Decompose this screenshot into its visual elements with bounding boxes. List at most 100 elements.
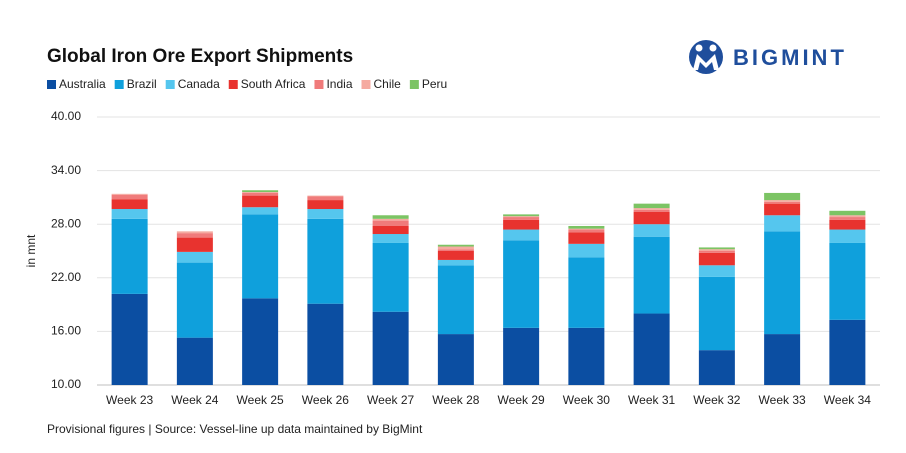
y-tick-label: 10.00 <box>51 377 81 391</box>
bar-segment <box>111 293 148 385</box>
chart-title: Global Iron Ore Export Shipments <box>47 46 353 67</box>
bar-segment <box>568 232 605 244</box>
bar-segment <box>503 229 540 241</box>
x-tick-label: Week 34 <box>824 393 871 407</box>
bar-segment <box>829 210 866 216</box>
bar-segment <box>111 193 148 195</box>
bar-segment <box>503 327 540 385</box>
bar-segment <box>242 192 279 196</box>
legend-swatch <box>228 80 238 89</box>
bar-segment <box>176 337 213 385</box>
bar-segment <box>698 276 735 351</box>
bar-segment <box>437 334 474 385</box>
bar-segment <box>568 228 605 230</box>
bar-segment <box>764 231 801 335</box>
logo-icon <box>689 40 723 74</box>
y-tick-label: 22.00 <box>51 270 81 284</box>
bar-segment <box>437 251 474 260</box>
bar-segment <box>176 233 213 238</box>
bar-segment <box>829 215 866 218</box>
bar-segment <box>176 237 213 252</box>
x-tick-label: Week 29 <box>498 393 545 407</box>
bar-segment <box>176 231 213 234</box>
bar-segment <box>698 252 735 266</box>
bar-segment <box>437 249 474 251</box>
x-tick-label: Week 26 <box>302 393 349 407</box>
bar-segment <box>829 242 866 320</box>
bar-segment <box>568 257 605 328</box>
x-tick-label: Week 23 <box>106 393 153 407</box>
bar-segment <box>307 195 344 197</box>
bar-segment <box>242 207 279 215</box>
bar-segment <box>111 209 148 219</box>
bar-segment <box>242 195 279 208</box>
legend-swatch <box>409 80 419 89</box>
bar-segment <box>764 201 801 204</box>
bar-segment <box>764 192 801 201</box>
bar-segment <box>111 199 148 210</box>
bar-segment <box>372 215 409 219</box>
legend-label: South Africa <box>241 77 306 91</box>
bar-segment <box>633 208 670 210</box>
bar-segment <box>372 218 409 221</box>
bar-segment <box>242 298 279 385</box>
bar-segment <box>503 214 540 217</box>
bar-segment <box>503 240 540 328</box>
x-tick-label: Week 27 <box>367 393 414 407</box>
bar-segment <box>437 259 474 266</box>
bar-segment <box>764 203 801 216</box>
legend-swatch <box>114 80 124 89</box>
y-tick-label: 16.00 <box>51 324 81 338</box>
bar-segment <box>111 218 148 294</box>
bar-segment <box>633 203 670 209</box>
bar-segment <box>372 220 409 226</box>
bar-segment <box>633 209 670 212</box>
bar-segment <box>568 327 605 385</box>
bar-segment <box>372 311 409 385</box>
bar-segment <box>829 319 866 385</box>
bar-segment <box>829 217 866 220</box>
legend-swatch <box>361 80 371 89</box>
x-tick-label: Week 28 <box>432 393 479 407</box>
y-tick-label: 34.00 <box>51 163 81 177</box>
bar-segment <box>633 224 670 237</box>
bar-segment <box>568 225 605 229</box>
bar-segment <box>633 211 670 225</box>
y-tick-label: 28.00 <box>51 216 81 230</box>
x-tick-label: Week 31 <box>628 393 675 407</box>
x-tick-label: Week 30 <box>563 393 610 407</box>
legend-label: Brazil <box>127 77 157 91</box>
legend-label: India <box>326 77 352 91</box>
bar-segment <box>829 229 866 243</box>
bar-segment <box>633 313 670 385</box>
legend-swatch <box>314 80 324 89</box>
bar-segment <box>698 247 735 250</box>
legend-label: Chile <box>374 77 402 91</box>
bar-segment <box>503 219 540 230</box>
legend-swatch <box>165 80 175 89</box>
bar-segment <box>111 194 148 200</box>
y-axis-label: in mnt <box>24 234 38 267</box>
bar-segment <box>633 236 670 314</box>
bar-segment <box>242 190 279 193</box>
legend-label: Peru <box>422 77 447 91</box>
bar-segment <box>307 196 344 201</box>
bar-segment <box>372 225 409 235</box>
bar-segment <box>503 216 540 218</box>
x-tick-label: Week 24 <box>171 393 218 407</box>
logo-text: BIGMINT <box>733 45 847 70</box>
x-tick-label: Week 25 <box>237 393 284 407</box>
bar-segment <box>437 246 474 250</box>
bar-segment <box>698 265 735 277</box>
bar-segment <box>503 217 540 220</box>
bar-segment <box>372 234 409 243</box>
bar-segment <box>242 214 279 299</box>
bar-segment <box>568 229 605 233</box>
bar-segment <box>176 251 213 263</box>
bar-segment <box>764 215 801 232</box>
x-tick-label: Week 32 <box>693 393 740 407</box>
x-tick-label: Week 33 <box>759 393 806 407</box>
bar-segment <box>242 192 279 193</box>
y-tick-label: 40.00 <box>51 109 81 123</box>
